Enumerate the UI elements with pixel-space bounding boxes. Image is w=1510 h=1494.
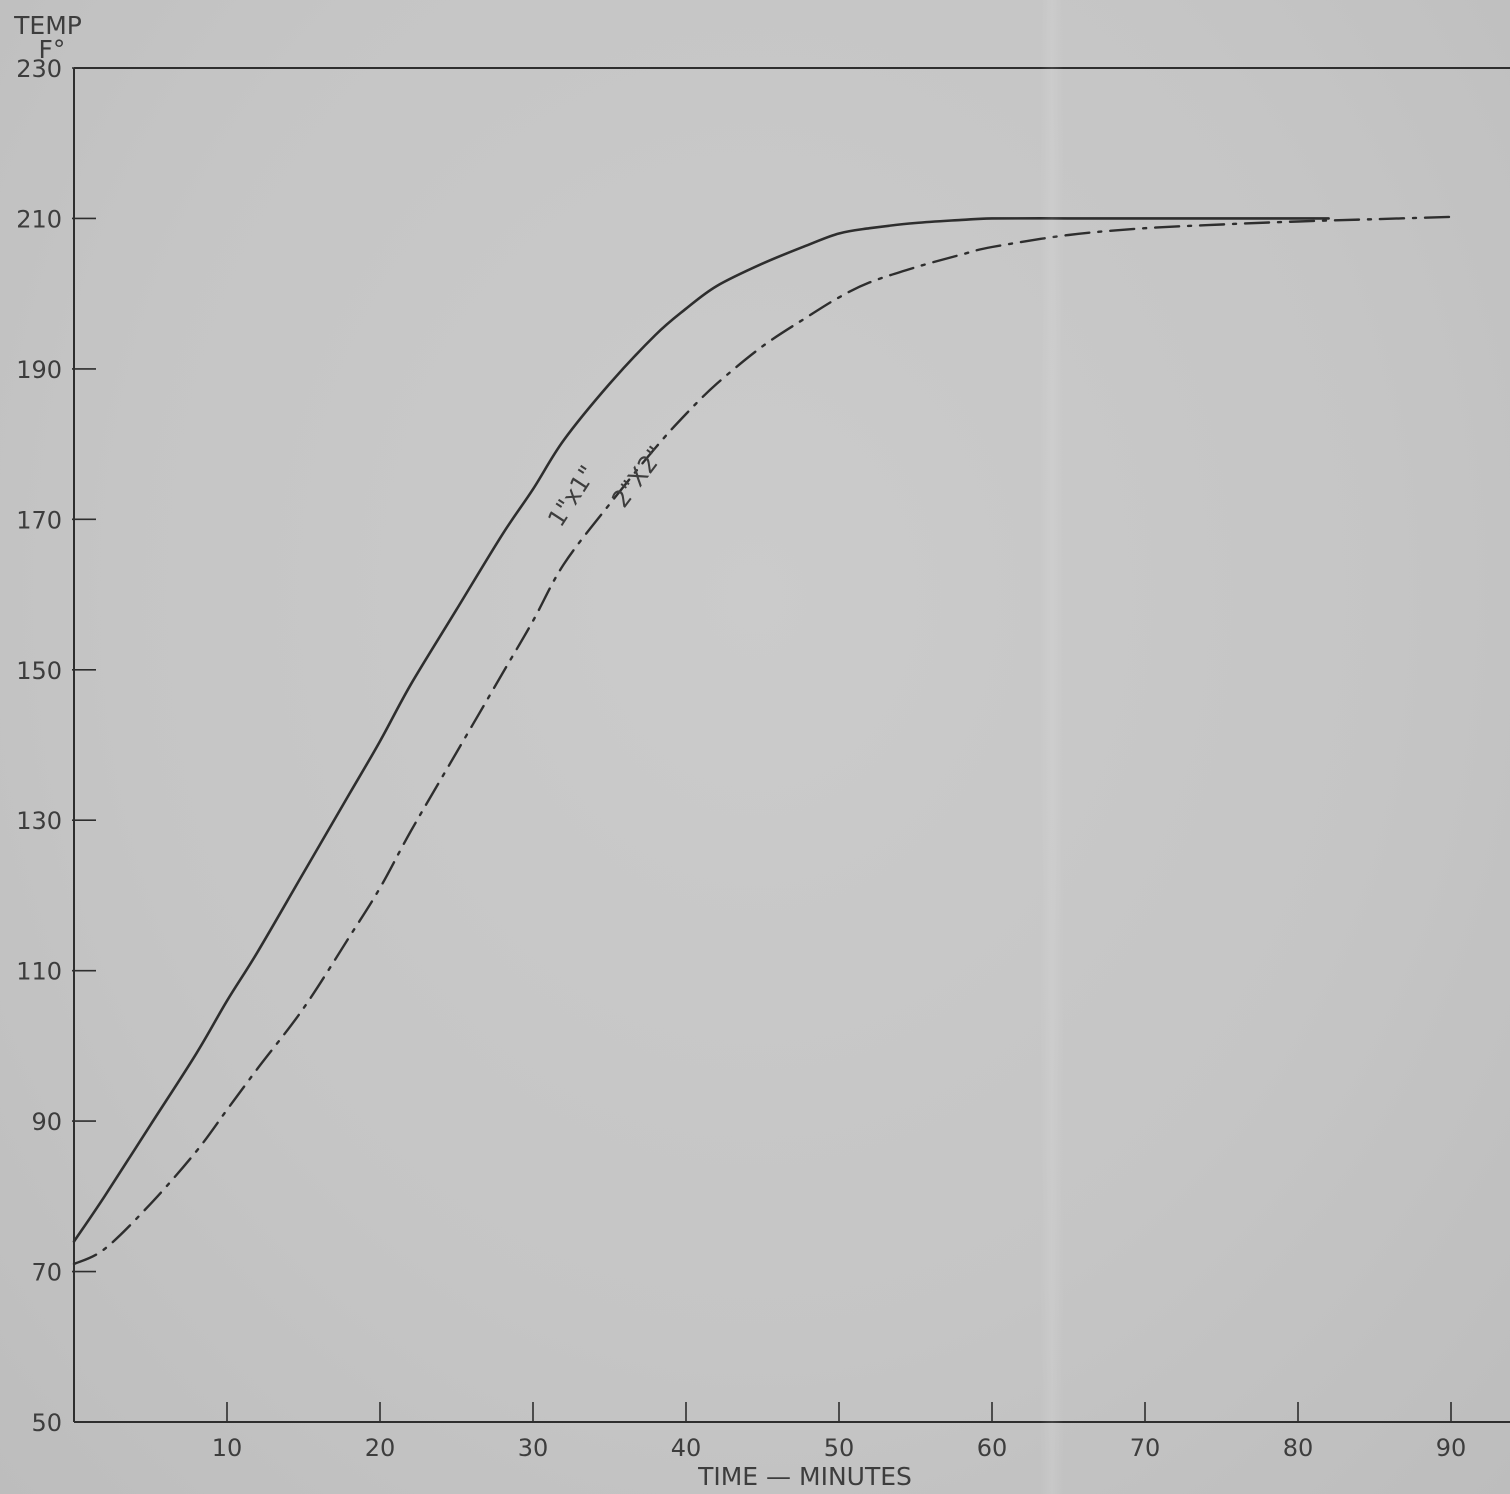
x-tick-label-20: 20 — [365, 1434, 396, 1462]
x-tick-label-90: 90 — [1436, 1434, 1467, 1462]
y-tick-label-150: 150 — [16, 657, 62, 685]
series-label-2: 2"X2" — [606, 441, 670, 513]
x-tick-label-30: 30 — [518, 1434, 549, 1462]
y-tick-label-90: 90 — [31, 1108, 62, 1136]
y-axis-title-line2: F° — [39, 35, 66, 64]
x-tick-label-70: 70 — [1130, 1434, 1161, 1462]
x-tick-label-10: 10 — [212, 1434, 243, 1462]
x-tick-label-60: 60 — [977, 1434, 1008, 1462]
series-line-1 — [72, 217, 1330, 1243]
y-tick-label-190: 190 — [16, 356, 62, 384]
x-tick-label-80: 80 — [1283, 1434, 1314, 1462]
series-line-2 — [72, 215, 1453, 1266]
x-tick-label-50: 50 — [824, 1434, 855, 1462]
y-tick-label-110: 110 — [16, 958, 62, 986]
y-tick-label-50: 50 — [31, 1409, 62, 1437]
y-tick-label-170: 170 — [16, 506, 62, 534]
x-axis-title: TIME — MINUTES — [697, 1462, 912, 1491]
y-axis-title-line1: TEMP — [13, 11, 82, 40]
y-tick-label-230: 230 — [16, 55, 62, 83]
y-tick-label-130: 130 — [16, 807, 62, 835]
x-tick-label-40: 40 — [671, 1434, 702, 1462]
y-tick-label-210: 210 — [16, 205, 62, 233]
series-label-1: 1"x1" — [542, 461, 602, 532]
y-tick-label-70: 70 — [31, 1259, 62, 1287]
